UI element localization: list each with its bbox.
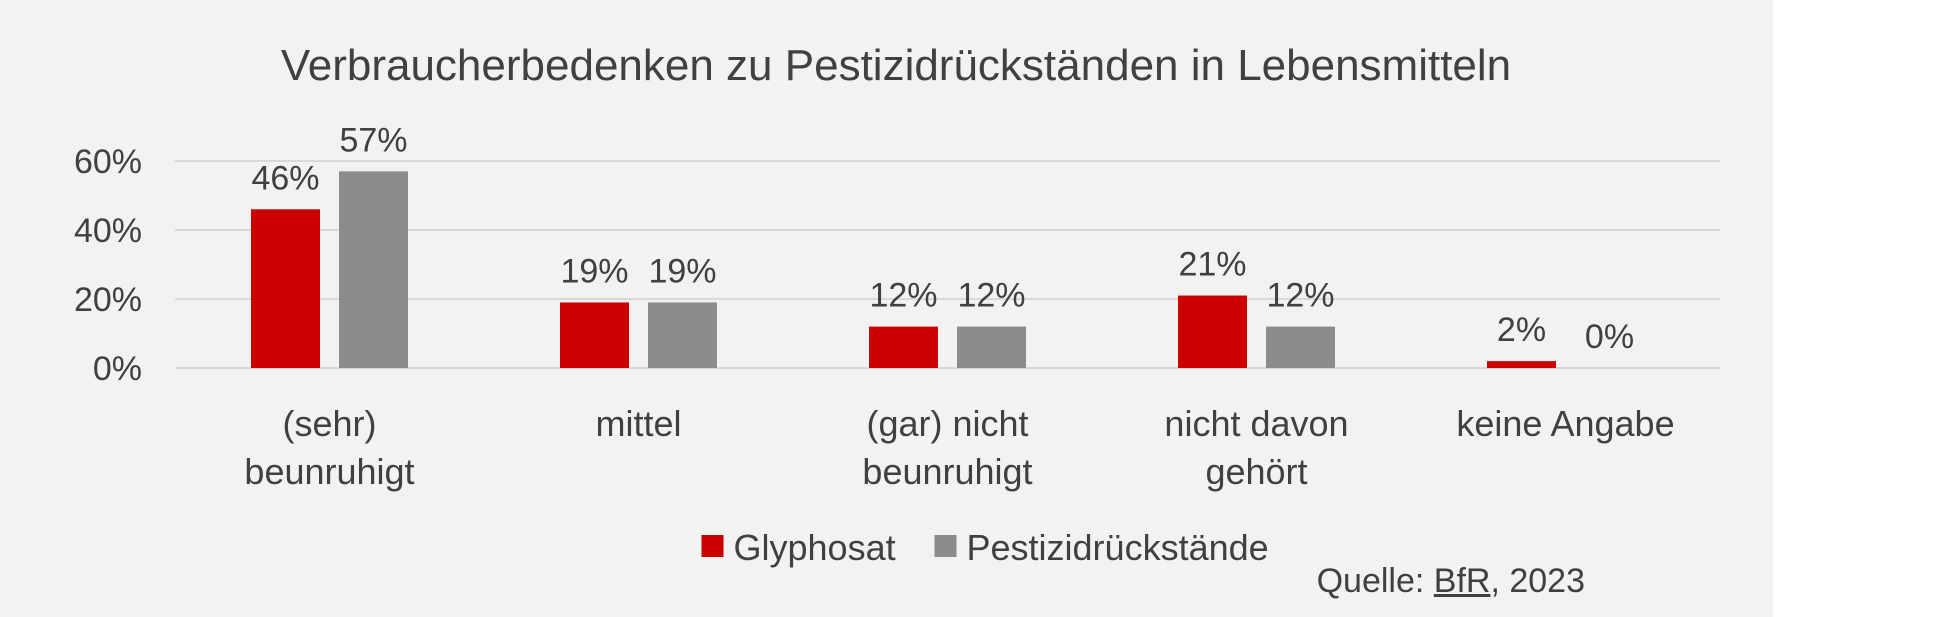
chart-panel: Verbraucherbedenken zu Pestizidrückständ… [0,0,1773,617]
category-label: beunruhigt [862,451,1032,492]
data-label: 19% [560,252,628,290]
data-label: 0% [1585,318,1634,356]
y-tick-label: 20% [74,281,142,319]
bar-0-3 [1178,295,1247,368]
data-label: 2% [1497,311,1546,349]
category-label: beunruhigt [244,451,414,492]
category-label: mittel [595,403,681,444]
bar-0-0 [251,209,320,368]
bar-1-3 [1266,326,1335,368]
source-note: Quelle: BfR, 2023 [1317,562,1585,601]
source-suffix: , 2023 [1490,562,1585,600]
legend-swatch [701,535,724,557]
y-tick-label: 0% [93,350,142,388]
category-label: (gar) nicht [866,403,1028,444]
chart-title: Verbraucherbedenken zu Pestizidrückständ… [281,41,1511,90]
bar-0-2 [869,326,938,368]
data-label: 57% [339,121,407,159]
source-link[interactable]: BfR [1433,562,1491,600]
data-label: 21% [1178,246,1246,284]
category-label: (sehr) [282,403,376,444]
data-label: 12% [957,277,1025,315]
chart: Verbraucherbedenken zu Pestizidrückständ… [74,41,1720,568]
y-tick-label: 60% [74,143,142,181]
category-label: gehört [1205,451,1307,492]
legend-swatch [934,535,957,557]
bar-1-1 [648,302,717,368]
bar-0-4 [1487,361,1556,368]
data-label: 12% [1266,277,1334,315]
bar-0-1 [560,302,629,368]
bar-1-0 [339,171,408,368]
source-prefix: Quelle: [1316,562,1434,600]
data-label: 46% [251,159,319,197]
y-tick-label: 40% [74,212,142,250]
data-label: 19% [648,252,716,290]
legend-label: Pestizidrückstände [967,527,1269,568]
legend-label: Glyphosat [734,527,896,568]
category-label: nicht davon [1164,403,1348,444]
data-label: 12% [869,277,937,315]
bar-1-2 [957,326,1026,368]
category-label: keine Angabe [1456,403,1674,444]
